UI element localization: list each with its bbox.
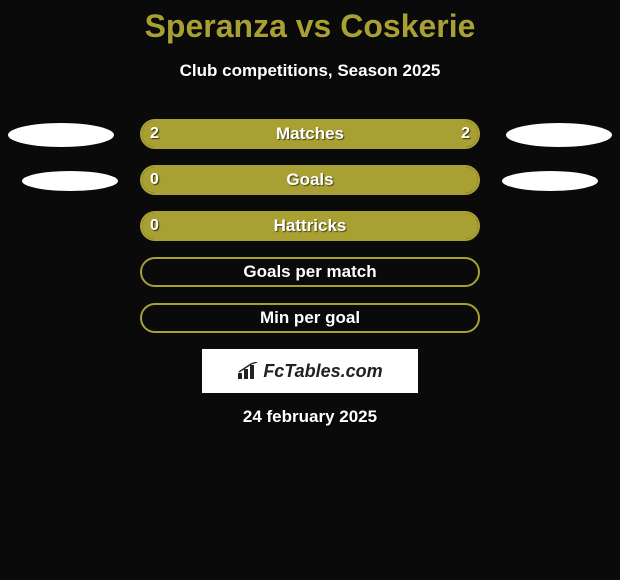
stat-row: Goals0	[0, 165, 620, 195]
stat-value-left: 0	[150, 165, 159, 195]
stat-label: Matches	[142, 121, 478, 147]
stat-bar: Goals per match	[140, 257, 480, 287]
stat-value-right: 2	[461, 119, 470, 149]
stat-bar: Goals	[140, 165, 480, 195]
bars-icon	[237, 362, 259, 380]
player-marker-right	[502, 171, 598, 191]
stat-bar: Matches	[140, 119, 480, 149]
stats-panel: Speranza vs Coskerie Club competitions, …	[0, 0, 620, 427]
stat-bar: Hattricks	[140, 211, 480, 241]
stat-rows: Matches22Goals0Hattricks0Goals per match…	[0, 119, 620, 333]
stat-label: Goals per match	[142, 259, 478, 285]
stat-value-left: 2	[150, 119, 159, 149]
logo: FcTables.com	[237, 361, 382, 382]
page-title: Speranza vs Coskerie	[0, 8, 620, 45]
subtitle: Club competitions, Season 2025	[0, 61, 620, 81]
stat-label: Goals	[142, 167, 478, 193]
player-marker-left	[22, 171, 118, 191]
logo-box: FcTables.com	[202, 349, 418, 393]
logo-text: FcTables.com	[263, 361, 382, 382]
stat-row: Goals per match	[0, 257, 620, 287]
stat-value-left: 0	[150, 211, 159, 241]
stat-row: Min per goal	[0, 303, 620, 333]
stat-bar: Min per goal	[140, 303, 480, 333]
stat-row: Matches2 2	[0, 119, 620, 149]
stat-row: Hattricks0	[0, 211, 620, 241]
stat-label: Min per goal	[142, 305, 478, 331]
stat-label: Hattricks	[142, 213, 478, 239]
date-text: 24 february 2025	[0, 407, 620, 427]
player-marker-right	[506, 123, 612, 147]
player-marker-left	[8, 123, 114, 147]
